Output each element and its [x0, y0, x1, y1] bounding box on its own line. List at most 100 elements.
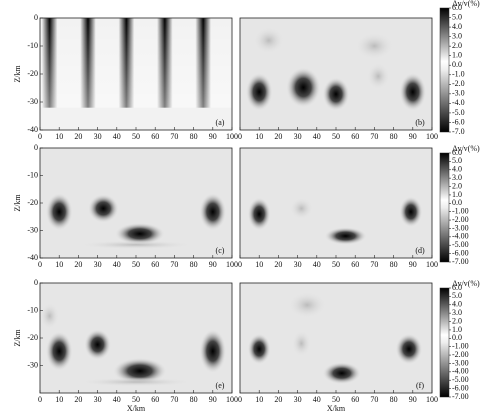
y-tick-label: 0	[34, 278, 38, 287]
colorbar-tick-label: -4.0	[452, 98, 465, 107]
colorbar-tick-label: -4.00	[452, 367, 469, 376]
colorbar-tick-label: 5.0	[452, 156, 462, 165]
x-tick-label: 10	[55, 395, 63, 404]
x-tick-label: 20	[74, 260, 82, 269]
field-anomaly	[78, 377, 194, 387]
colorbar-tick-label: -2.00	[452, 215, 469, 224]
x-tick-label: 40	[313, 395, 321, 404]
colorbar-tick-label: 0.0	[452, 60, 462, 69]
panel-label: (b)	[415, 118, 425, 127]
x-tick-label: 50	[332, 132, 340, 141]
y-tick-label: -20	[27, 69, 38, 78]
field-anomaly	[245, 72, 273, 111]
x-tick-label: 20	[74, 132, 82, 141]
x-tick-label: 30	[94, 395, 102, 404]
colorbar-tick-label: 1.0	[452, 325, 462, 334]
y-tick-label: 0	[34, 13, 38, 22]
x-tick-label: 40	[313, 132, 321, 141]
colorbar-tick-label: -3.00	[452, 223, 469, 232]
x-tick-label: 60	[351, 260, 359, 269]
x-tick-label: 90	[209, 260, 217, 269]
field-anomaly	[40, 302, 60, 330]
x-tick-label: 50	[132, 260, 140, 269]
x-tick-label: 40	[113, 260, 121, 269]
colorbar: Δv/v(%)6.05.04.03.02.01.00.0-1.0-2.0-3.0…	[439, 0, 480, 136]
x-tick-label: 70	[170, 395, 178, 404]
field-anomaly	[322, 77, 350, 111]
x-tick-label: 90	[209, 395, 217, 404]
field-anomaly	[395, 333, 423, 365]
x-tick-label: 60	[151, 132, 159, 141]
y-tick-label: -30	[27, 360, 38, 369]
panel-label: (d)	[415, 246, 425, 255]
x-tick-label: 10	[55, 260, 63, 269]
y-axis-label: Z/km	[13, 194, 22, 212]
x-tick-label: 20	[274, 395, 282, 404]
panel-label: (a)	[216, 118, 225, 127]
y-axis-label: Z/km	[13, 329, 22, 347]
colorbar-tick-label: -5.00	[452, 375, 469, 384]
field-anomaly	[199, 329, 227, 374]
x-tick-label: 20	[74, 395, 82, 404]
colorbar-tick-label: -6.00	[452, 383, 469, 392]
x-tick-label: 40	[113, 132, 121, 141]
colorbar-tick-label: 1.0	[452, 190, 462, 199]
colorbar-tick-label: 0.0	[452, 333, 462, 342]
field-anomaly	[114, 222, 165, 245]
panel: 0 10 20 30 40 50 60 70 80 90 100 0 -10 -20 -30 -40 Z/km (…	[13, 143, 238, 269]
x-tick-label: 100	[226, 260, 238, 269]
x-tick-label: 60	[351, 395, 359, 404]
field-fade	[40, 18, 232, 108]
field-anomaly	[199, 193, 227, 231]
y-tick-label: -30	[27, 225, 38, 234]
x-tick-label: 0	[38, 260, 42, 269]
y-tick-label: 0	[34, 143, 38, 152]
x-tick-label: 0	[238, 395, 242, 404]
colorbar-tick-label: -7.00	[452, 257, 469, 266]
x-tick-label: 90	[409, 395, 417, 404]
colorbar-tick-label: 4.0	[452, 165, 462, 174]
colorbar-tick-label: 0.0	[452, 198, 462, 207]
colorbar-ramp	[439, 152, 450, 263]
y-tick-label: -10	[27, 305, 38, 314]
field-anomaly	[78, 240, 194, 250]
colorbar-tick-label: -5.0	[452, 108, 465, 117]
x-tick-label: 70	[370, 132, 378, 141]
panel-label: (c)	[216, 246, 225, 255]
colorbar: Δv/v(%)6.05.04.03.02.01.00.0-1.00-2.00-3…	[439, 279, 480, 401]
x-tick-label: 80	[390, 395, 398, 404]
field-anomaly	[253, 26, 285, 54]
x-tick-label: 100	[226, 395, 238, 404]
colorbar-tick-label: 2.0	[452, 41, 462, 50]
x-tick-label: 50	[332, 260, 340, 269]
colorbar-tick-label: -6.0	[452, 117, 465, 126]
colorbar: Δv/v(%)6.05.04.03.02.01.00.0-1.00-2.00-3…	[439, 144, 480, 266]
panel-label: (e)	[216, 381, 225, 390]
colorbar-tick-label: -3.00	[452, 358, 469, 367]
colorbar-tick-label: -7.0	[452, 127, 465, 136]
x-axis-label: X/km	[327, 404, 346, 413]
panel: 0 10 20 30 40 50 60 70 80 90 100(b)	[238, 17, 438, 141]
x-tick-label: 0	[238, 260, 242, 269]
colorbar-tick-label: -1.00	[452, 342, 469, 351]
colorbar-tick-label: 3.0	[452, 31, 462, 40]
x-tick-label: 90	[409, 260, 417, 269]
x-tick-label: 80	[190, 395, 198, 404]
x-tick-label: 70	[370, 260, 378, 269]
y-axis-label: Z/km	[13, 65, 22, 83]
field-anomaly	[288, 291, 327, 319]
colorbar-ramp	[439, 7, 450, 133]
y-tick-label: -40	[27, 253, 38, 262]
panel-label: (f)	[416, 381, 424, 390]
colorbar-tick-label: -6.00	[452, 248, 469, 257]
x-tick-label: 20	[274, 260, 282, 269]
field-anomaly	[366, 62, 390, 90]
x-tick-label: 20	[274, 132, 282, 141]
x-tick-label: 30	[294, 132, 302, 141]
panel: 0 10 20 30 40 50 60 70 80 90 100(d)	[238, 147, 438, 269]
panel: 0 10 20 30 40 50 60 70 80 90 100 X/km (f)	[238, 282, 438, 413]
field-anomaly	[84, 329, 112, 360]
field-anomaly	[45, 331, 73, 372]
x-tick-label: 0	[38, 132, 42, 141]
colorbar-tick-label: -7.00	[452, 392, 469, 401]
